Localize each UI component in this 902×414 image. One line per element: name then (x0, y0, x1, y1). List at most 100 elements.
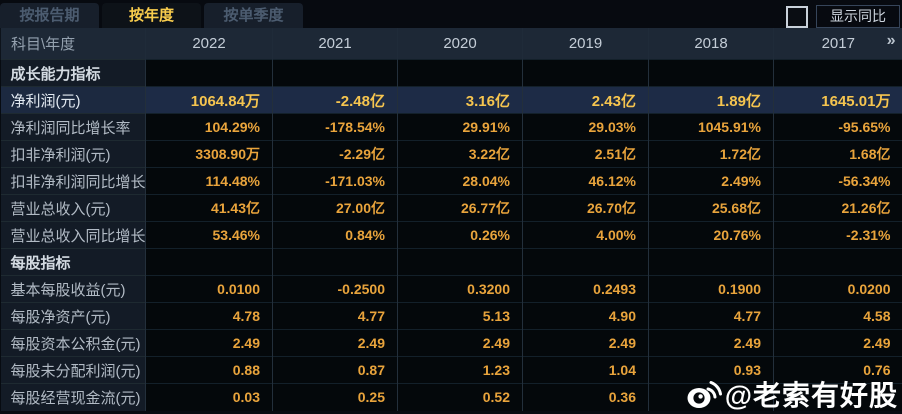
cell (648, 248, 774, 276)
cell: 46.12% (522, 167, 649, 195)
cell (773, 59, 902, 87)
row-label: 每股资本公积金(元) (0, 329, 146, 357)
cell (773, 383, 902, 411)
cell: 0.87 (272, 356, 398, 384)
cell: 1045.91% (648, 113, 774, 141)
year-header-2020: 2020 (397, 28, 523, 60)
row-label: 扣非净利润同比增长率 (0, 167, 146, 195)
cell: 25.68亿 (648, 194, 774, 222)
tab-bar: 按报告期 按年度 按单季度 显示同比 (0, 0, 902, 28)
cell: 4.00% (522, 221, 649, 249)
cell: 0.3200 (397, 275, 523, 303)
cell (145, 59, 273, 87)
cell: 41.43亿 (145, 194, 273, 222)
table-row: 扣非净利润(元) 3308.90万 -2.29亿 3.22亿 2.51亿 1.7… (0, 140, 902, 168)
cell: -2.29亿 (272, 140, 398, 168)
cell (145, 248, 273, 276)
cell: 0.03 (145, 383, 273, 411)
cell: 2.49 (648, 329, 774, 357)
cell: 4.58 (773, 302, 902, 330)
cell: 0.36 (522, 383, 649, 411)
cell: 0.25 (272, 383, 398, 411)
year-header-2021: 2021 (272, 28, 398, 60)
corner-header: 科目\年度 (0, 28, 146, 60)
show-yoy-label[interactable]: 显示同比 (816, 5, 900, 28)
cell: 29.03% (522, 113, 649, 141)
cell: 21.26亿 (773, 194, 902, 222)
more-years-button[interactable]: » (886, 32, 896, 49)
year-header-2019: 2019 (522, 28, 649, 60)
cell: 53.46% (145, 221, 273, 249)
cell (272, 248, 398, 276)
cell: 0.93 (648, 356, 774, 384)
row-label: 每股未分配利润(元) (0, 356, 146, 384)
year-header-2017: 2017 » (773, 28, 902, 60)
row-label: 营业总收入(元) (0, 194, 146, 222)
row-label: 扣非净利润(元) (0, 140, 146, 168)
cell: 1.04 (522, 356, 649, 384)
cell: 4.77 (272, 302, 398, 330)
cell: -56.34% (773, 167, 902, 195)
cell: 2.43亿 (522, 86, 649, 114)
cell: 2.49% (648, 167, 774, 195)
cell: 28.04% (397, 167, 523, 195)
cell: 5.13 (397, 302, 523, 330)
cell (522, 59, 649, 87)
table-body: 成长能力指标 净利润(元) 1064.84万 -2.48亿 3.16亿 2.43… (0, 59, 902, 411)
row-label: 每股净资产(元) (0, 302, 146, 330)
cell: 1.68亿 (773, 140, 902, 168)
row-label: 基本每股收益(元) (0, 275, 146, 303)
cell: 2.51亿 (522, 140, 649, 168)
cell (397, 59, 523, 87)
tab-report-period[interactable]: 按报告期 (0, 3, 99, 28)
table-row: 每股资本公积金(元) 2.49 2.49 2.49 2.49 2.49 2.49 (0, 329, 902, 357)
table-row: 净利润(元) 1064.84万 -2.48亿 3.16亿 2.43亿 1.89亿… (0, 86, 902, 114)
cell: 4.77 (648, 302, 774, 330)
cell: -2.31% (773, 221, 902, 249)
cell: 104.29% (145, 113, 273, 141)
tab-single-quarter[interactable]: 按单季度 (204, 3, 303, 28)
cell: 2.49 (773, 329, 902, 357)
table-row: 每股未分配利润(元) 0.88 0.87 1.23 1.04 0.93 0.76 (0, 356, 902, 384)
cell: 0.84% (272, 221, 398, 249)
cell: -95.65% (773, 113, 902, 141)
show-yoy-checkbox[interactable] (786, 6, 808, 28)
cell: 3.16亿 (397, 86, 523, 114)
cell: 0.1900 (648, 275, 774, 303)
year-header-2018: 2018 (648, 28, 774, 60)
cell: 0.2493 (522, 275, 649, 303)
cell: 0.52 (397, 383, 523, 411)
table-row: 每股净资产(元) 4.78 4.77 5.13 4.90 4.77 4.58 (0, 302, 902, 330)
table-row: 基本每股收益(元) 0.0100 -0.2500 0.3200 0.2493 0… (0, 275, 902, 303)
row-label: 营业总收入同比增长率 (0, 221, 146, 249)
cell (648, 383, 774, 411)
cell: 1.23 (397, 356, 523, 384)
cell: 2.49 (272, 329, 398, 357)
cell: 0.0100 (145, 275, 273, 303)
cell: 2.49 (397, 329, 523, 357)
tab-annual[interactable]: 按年度 (102, 3, 201, 28)
table-row: 扣非净利润同比增长率 114.48% -171.03% 28.04% 46.12… (0, 167, 902, 195)
cell (648, 59, 774, 87)
cell (773, 248, 902, 276)
cell (272, 59, 398, 87)
cell: 1064.84万 (145, 86, 273, 114)
cell (522, 248, 649, 276)
year-header-2022: 2022 (145, 28, 273, 60)
cell: 1.89亿 (648, 86, 774, 114)
table-row: 每股指标 (0, 248, 902, 276)
cell: -0.2500 (272, 275, 398, 303)
cell: 4.78 (145, 302, 273, 330)
cell: 0.88 (145, 356, 273, 384)
row-label: 成长能力指标 (0, 59, 146, 87)
cell: 2.49 (522, 329, 649, 357)
cell: 1.72亿 (648, 140, 774, 168)
cell: 3.22亿 (397, 140, 523, 168)
table-row: 净利润同比增长率 104.29% -178.54% 29.91% 29.03% … (0, 113, 902, 141)
year-label: 2017 (821, 35, 855, 52)
cell: -171.03% (272, 167, 398, 195)
row-label: 净利润(元) (0, 86, 146, 114)
cell: 26.70亿 (522, 194, 649, 222)
cell: 4.90 (522, 302, 649, 330)
